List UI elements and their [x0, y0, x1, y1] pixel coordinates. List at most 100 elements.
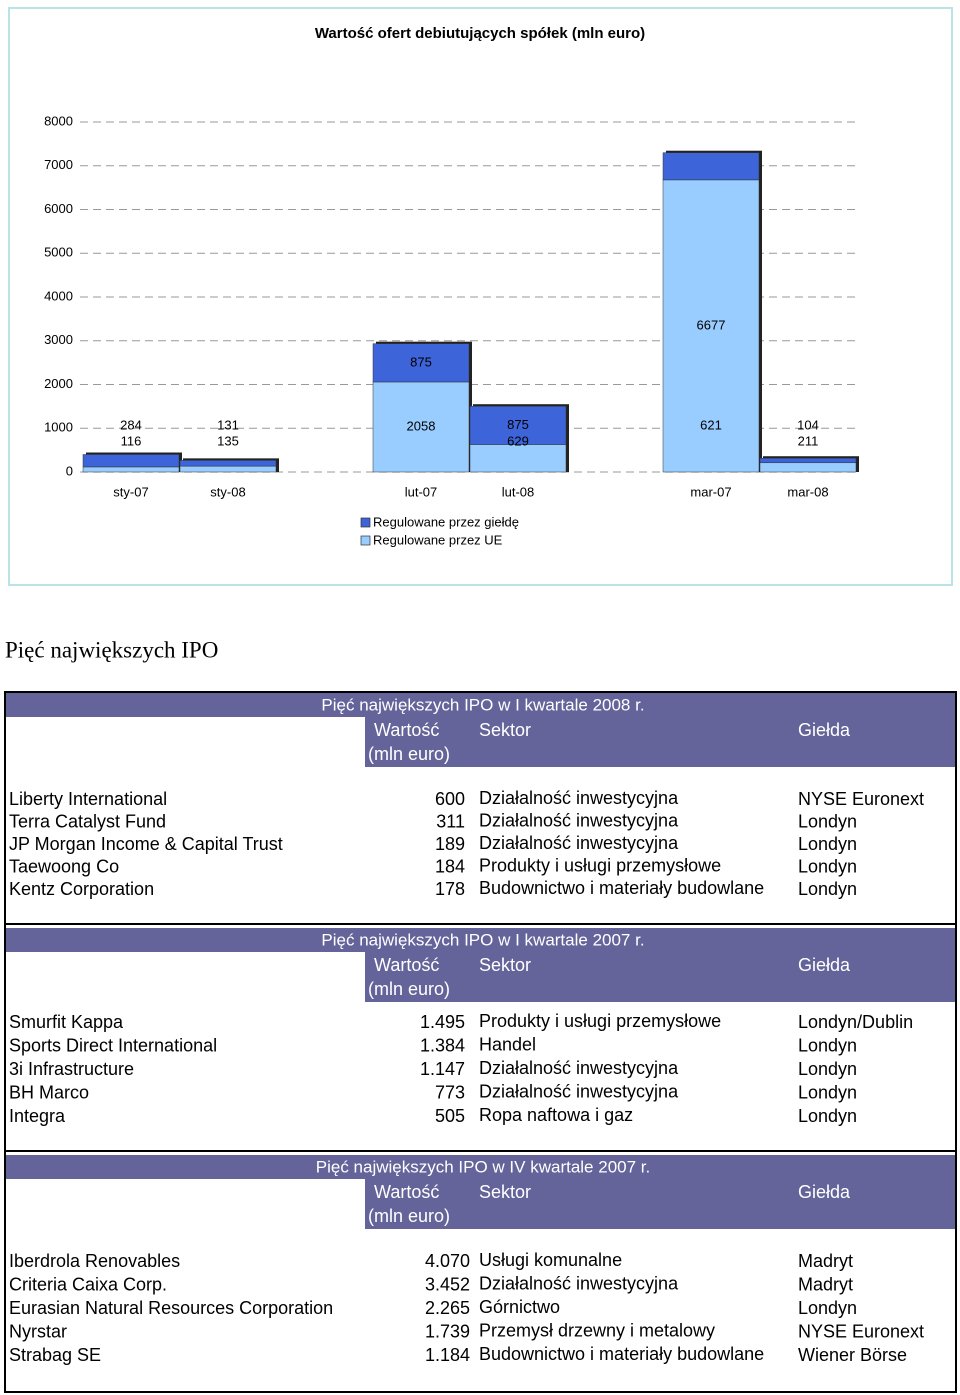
company: Kentz Corporation	[9, 879, 154, 899]
sector: Produkty i usługi przemysłowe	[479, 1011, 721, 1031]
bar	[179, 460, 277, 467]
company: Sports Direct International	[9, 1035, 217, 1055]
x-tick-label: lut-07	[405, 484, 438, 499]
header-value: Wartość	[374, 955, 439, 975]
exchange: NYSE Euronext	[798, 789, 924, 809]
table-title: Pięć największych IPO w IV kwartale 2007…	[316, 1157, 650, 1176]
bar	[372, 343, 470, 383]
header-unit: (mln euro)	[368, 1206, 450, 1226]
value: 184	[435, 856, 465, 876]
sector: Usługi komunalne	[479, 1250, 622, 1270]
company: BH Marco	[9, 1082, 89, 1102]
bar	[469, 405, 567, 445]
tables-frame	[4, 691, 957, 1393]
data-label: 131	[217, 417, 239, 432]
sector: Działalność inwestycyjna	[479, 833, 679, 853]
sector: Budownictwo i materiały budowlane	[479, 1344, 764, 1364]
data-label: 104	[797, 417, 819, 432]
header-sector: Sektor	[479, 1182, 531, 1202]
bar	[372, 381, 470, 473]
sector: Działalność inwestycyjna	[479, 810, 679, 830]
data-label: 6677	[697, 317, 726, 332]
header-exchange: Giełda	[798, 955, 851, 975]
value: 773	[435, 1082, 465, 1102]
data-label: 211	[798, 433, 819, 448]
sector: Handel	[479, 1034, 536, 1054]
data-label: 2058	[407, 418, 436, 433]
sector: Górnictwo	[479, 1297, 560, 1317]
company: Integra	[9, 1106, 66, 1126]
value: 178	[435, 879, 465, 899]
chart-frame	[8, 7, 953, 586]
value: 3.452	[425, 1274, 470, 1294]
legend-swatch	[360, 535, 371, 546]
y-tick-label: 8000	[44, 113, 73, 128]
value: 1.739	[425, 1321, 470, 1341]
data-label: 621	[700, 417, 722, 432]
data-label: 284	[120, 417, 142, 432]
sector: Działalność inwestycyjna	[479, 1058, 679, 1078]
y-tick-label: 7000	[44, 157, 73, 172]
company: Nyrstar	[9, 1321, 67, 1341]
company: Strabag SE	[9, 1345, 101, 1365]
header-value: Wartość	[374, 1182, 439, 1202]
exchange: Wiener Börse	[798, 1345, 907, 1365]
exchange: Madryt	[798, 1251, 853, 1271]
value: 4.070	[425, 1251, 470, 1271]
x-tick-label: mar-07	[690, 484, 731, 499]
header-bar	[365, 1179, 955, 1229]
exchange: Londyn	[798, 1059, 857, 1079]
y-tick-label: 3000	[44, 332, 73, 347]
exchange: Londyn	[798, 1082, 857, 1102]
bar	[662, 179, 760, 473]
value: 311	[436, 811, 465, 831]
title-bar	[6, 928, 955, 952]
heading: Pięć największych IPO	[5, 637, 218, 662]
company: Smurfit Kappa	[9, 1012, 124, 1032]
bar	[662, 152, 760, 181]
company: Eurasian Natural Resources Corporation	[9, 1298, 333, 1318]
company: Iberdrola Renovables	[9, 1251, 180, 1271]
sector: Produkty i usługi przemysłowe	[479, 855, 721, 875]
value: 1.184	[425, 1345, 470, 1365]
header-unit: (mln euro)	[368, 744, 450, 764]
legend-swatch	[360, 517, 371, 528]
sector: Ropa naftowa i gaz	[479, 1105, 633, 1125]
header-bar	[365, 717, 955, 767]
x-tick-label: sty-08	[210, 484, 245, 499]
header-bar	[365, 952, 955, 1002]
exchange: Londyn	[798, 1035, 857, 1055]
header-value: Wartość	[374, 720, 439, 740]
bar	[469, 444, 567, 473]
y-tick-label: 6000	[44, 201, 73, 216]
legend-label: Regulowane przez giełdę	[373, 514, 519, 529]
title-bar	[6, 693, 955, 717]
exchange: Londyn	[798, 879, 857, 899]
y-tick-label: 4000	[44, 288, 73, 303]
sector: Działalność inwestycyjna	[479, 788, 679, 808]
value: 2.265	[425, 1298, 470, 1318]
data-label: 875	[410, 354, 432, 369]
exchange: NYSE Euronext	[798, 1321, 924, 1341]
data-label: 135	[217, 433, 239, 448]
company: Criteria Caixa Corp.	[9, 1274, 167, 1294]
exchange: Londyn	[798, 1106, 857, 1126]
bar	[179, 465, 277, 473]
sector: Budownictwo i materiały budowlane	[479, 878, 764, 898]
legend-label: Regulowane przez UE	[373, 532, 503, 547]
exchange: Madryt	[798, 1274, 853, 1294]
exchange: Londyn	[798, 1298, 857, 1318]
x-tick-label: sty-07	[113, 484, 148, 499]
bar	[759, 457, 857, 464]
data-label: 629	[507, 433, 529, 448]
header-sector: Sektor	[479, 720, 531, 740]
exchange: Londyn	[798, 811, 857, 831]
company: 3i Infrastructure	[9, 1059, 134, 1079]
value: 505	[435, 1106, 465, 1126]
company: Terra Catalyst Fund	[9, 811, 166, 831]
company: JP Morgan Income & Capital Trust	[9, 834, 283, 854]
data-label: 875	[507, 417, 529, 432]
value: 1.147	[420, 1059, 465, 1079]
table-title: Pięć największych IPO w I kwartale 2007 …	[321, 930, 644, 949]
